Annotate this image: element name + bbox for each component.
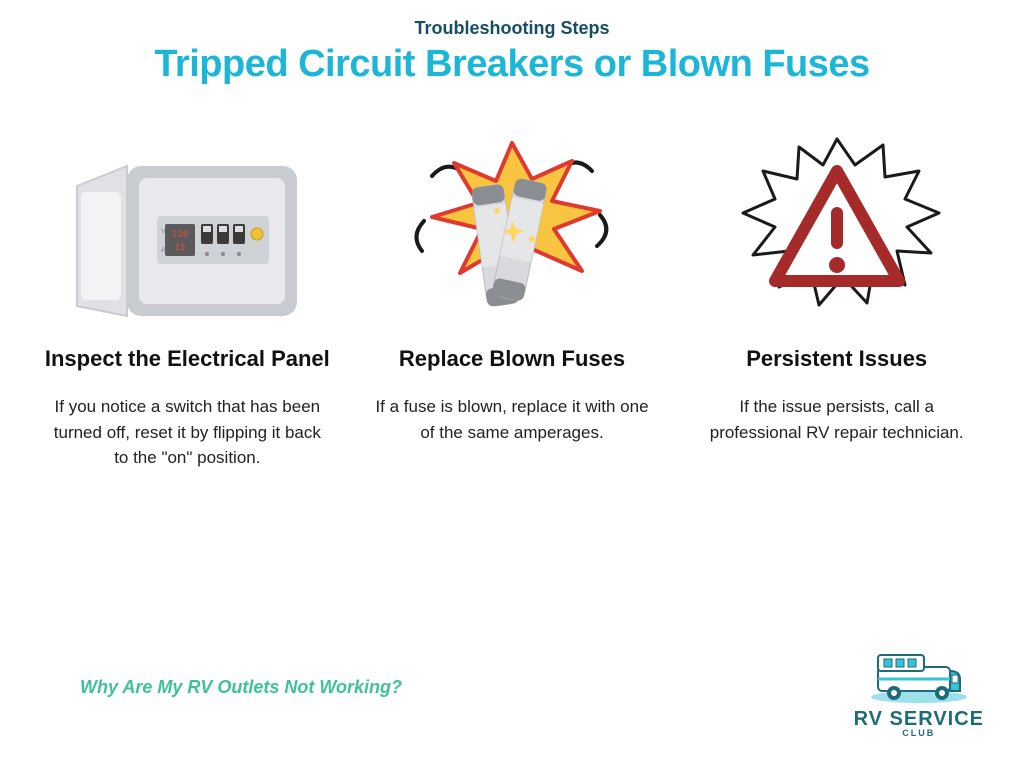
columns-row: 220 15 V A Inspect the Electrical Panel <box>0 86 1024 471</box>
column-body: If the issue persists, call a profession… <box>689 394 984 445</box>
fuse-burst-icon <box>365 126 660 346</box>
column-heading: Persistent Issues <box>689 346 984 372</box>
column-heading: Inspect the Electrical Panel <box>40 346 335 372</box>
column-body: If a fuse is blown, replace it with one … <box>365 394 660 445</box>
rv-service-logo: RV SERVICE CLUB <box>854 645 984 738</box>
column-body: If you notice a switch that has been tur… <box>40 394 335 471</box>
footnote-question: Why Are My RV Outlets Not Working? <box>80 677 402 698</box>
rv-icon <box>864 645 974 705</box>
column-inspect-panel: 220 15 V A Inspect the Electrical Panel <box>40 126 335 471</box>
column-heading: Replace Blown Fuses <box>365 346 660 372</box>
panel-icon: 220 15 V A <box>40 126 335 346</box>
svg-text:A: A <box>161 247 166 254</box>
page-title: Tripped Circuit Breakers or Blown Fuses <box>0 43 1024 86</box>
warning-icon <box>689 126 984 346</box>
eyebrow-text: Troubleshooting Steps <box>0 18 1024 39</box>
column-persistent-issues: Persistent Issues If the issue persists,… <box>689 126 984 471</box>
svg-text:15: 15 <box>175 243 186 253</box>
column-replace-fuses: Replace Blown Fuses If a fuse is blown, … <box>365 126 660 471</box>
header: Troubleshooting Steps Tripped Circuit Br… <box>0 0 1024 86</box>
logo-brand: RV SERVICE <box>854 710 984 728</box>
svg-text:V: V <box>161 228 166 235</box>
svg-text:220: 220 <box>172 230 188 240</box>
